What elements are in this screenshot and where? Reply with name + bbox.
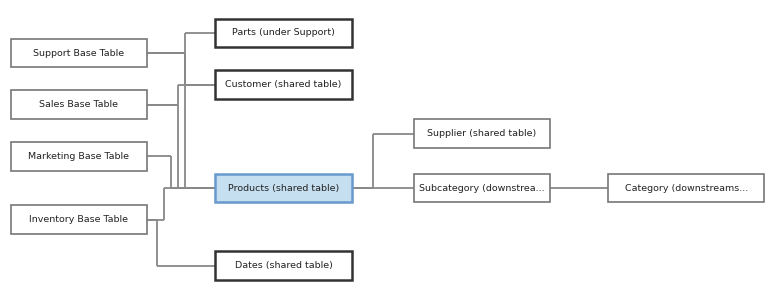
FancyBboxPatch shape [216, 174, 351, 202]
FancyBboxPatch shape [216, 70, 351, 99]
Text: Subcategory (downstrea...: Subcategory (downstrea... [419, 184, 545, 193]
Text: Sales Base Table: Sales Base Table [39, 100, 119, 109]
Text: Inventory Base Table: Inventory Base Table [30, 215, 128, 224]
Text: Support Base Table: Support Base Table [34, 49, 124, 58]
Text: Customer (shared table): Customer (shared table) [225, 80, 341, 89]
FancyBboxPatch shape [414, 174, 550, 202]
Text: Category (downstreams...: Category (downstreams... [625, 184, 748, 193]
FancyBboxPatch shape [608, 174, 764, 202]
FancyBboxPatch shape [11, 205, 147, 234]
FancyBboxPatch shape [11, 39, 147, 68]
Text: Marketing Base Table: Marketing Base Table [28, 152, 130, 161]
Text: Dates (shared table): Dates (shared table) [234, 261, 333, 270]
FancyBboxPatch shape [11, 142, 147, 171]
FancyBboxPatch shape [11, 90, 147, 119]
FancyBboxPatch shape [414, 119, 550, 148]
FancyBboxPatch shape [216, 251, 351, 280]
Text: Products (shared table): Products (shared table) [228, 184, 339, 193]
Text: Parts (under Support): Parts (under Support) [232, 28, 335, 37]
Text: Supplier (shared table): Supplier (shared table) [427, 129, 537, 138]
FancyBboxPatch shape [216, 19, 351, 47]
